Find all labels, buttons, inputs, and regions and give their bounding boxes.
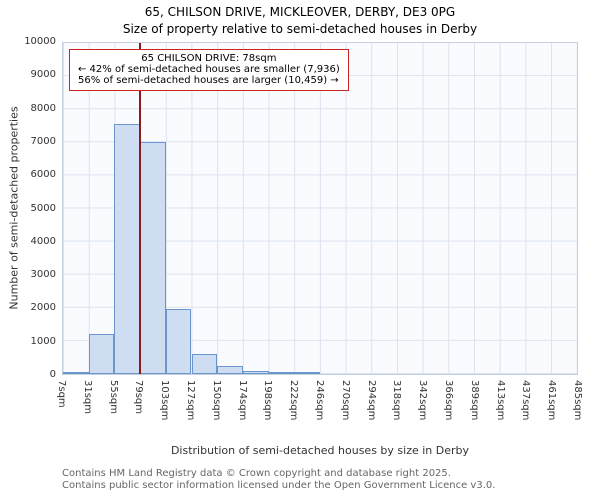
x-tick-label: 198sqm <box>262 380 274 421</box>
y-tick-label: 10000 <box>24 36 56 47</box>
chart-title-line2: Size of property relative to semi-detach… <box>122 22 478 36</box>
property-size-marker-line <box>139 43 142 374</box>
y-tick-label: 9000 <box>30 69 56 81</box>
x-tick-label: 389sqm <box>468 380 480 421</box>
x-tick-label: 222sqm <box>288 380 300 421</box>
x-tick-label: 461sqm <box>546 380 558 421</box>
histogram-bar <box>114 124 141 374</box>
annotation-smaller-text: ← 42% of semi-detached houses are smalle… <box>78 64 340 75</box>
x-tick-label: 270sqm <box>339 380 351 421</box>
y-tick-label: 3000 <box>30 269 56 281</box>
y-tick-label: 7000 <box>30 135 56 147</box>
x-tick-label: 437sqm <box>520 380 532 421</box>
footer: Contains HM Land Registry data © Crown c… <box>62 468 495 491</box>
footer-attribution-line1: Contains HM Land Registry data © Crown c… <box>62 468 451 479</box>
footer-attribution-line2: Contains public sector information licen… <box>62 479 496 491</box>
x-tick-label: 127sqm <box>185 380 196 421</box>
histogram-bar <box>140 142 166 374</box>
x-tick-label: 7sqm <box>56 380 67 408</box>
x-tick-label: 342sqm <box>417 380 429 421</box>
annotation-larger-text: 56% of semi-detached houses are larger (… <box>78 75 339 86</box>
x-tick-label: 366sqm <box>443 380 454 421</box>
x-tick-label: 294sqm <box>365 380 377 421</box>
histogram-bar <box>63 372 89 374</box>
y-tick-label: 6000 <box>30 169 56 181</box>
x-tick-label: 318sqm <box>391 380 403 421</box>
plot-area: 65 CHILSON DRIVE: 78sqm ← 42% of semi-de… <box>62 42 578 375</box>
x-tick-label: 103sqm <box>159 380 171 421</box>
x-tick-label: 174sqm <box>236 380 248 421</box>
y-tick-label: 8000 <box>30 102 56 114</box>
histogram-bar <box>268 372 295 374</box>
y-tick-label: 1000 <box>30 335 56 347</box>
x-axis-label: Distribution of semi-detached houses by … <box>170 444 470 457</box>
annotation-box: 65 CHILSON DRIVE: 78sqm ← 42% of semi-de… <box>69 49 349 91</box>
x-tick-label: 79sqm <box>133 380 145 415</box>
histogram-bar <box>217 365 243 374</box>
histogram-bar <box>191 354 218 374</box>
histogram-bar <box>165 309 192 374</box>
y-tick-label: 5000 <box>30 202 56 214</box>
chart-title-line1: 65, CHILSON DRIVE, MICKLEOVER, DERBY, DE… <box>144 5 456 19</box>
x-tick-label: 413sqm <box>494 380 506 421</box>
x-tick-label: 150sqm <box>210 380 222 421</box>
histogram-bar <box>294 372 320 374</box>
x-tick-label: 485sqm <box>572 380 583 421</box>
annotation-title: 65 CHILSON DRIVE: 78sqm <box>141 53 277 64</box>
y-tick-label: 2000 <box>30 302 56 314</box>
x-tick-label: 31sqm <box>81 380 93 415</box>
y-tick-label: 0 <box>49 369 56 380</box>
y-tick-label: 4000 <box>30 235 56 247</box>
x-tick-label: 55sqm <box>107 380 119 415</box>
x-tick-label: 246sqm <box>314 380 325 421</box>
histogram-bar <box>88 334 115 374</box>
histogram-bar <box>242 370 269 374</box>
